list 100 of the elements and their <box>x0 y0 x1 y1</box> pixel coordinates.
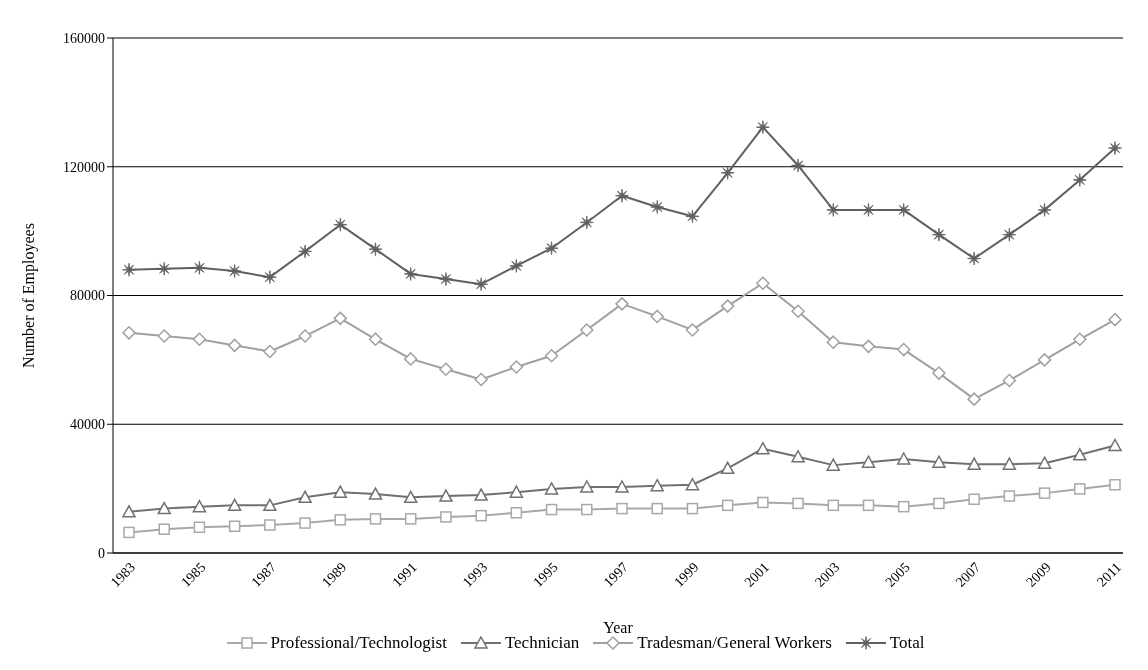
point <box>826 458 841 471</box>
point <box>755 120 770 135</box>
point <box>791 304 805 319</box>
point <box>650 309 664 324</box>
point <box>403 490 418 504</box>
point <box>826 335 841 349</box>
point <box>299 517 311 529</box>
point <box>756 276 770 291</box>
point <box>967 457 981 470</box>
point <box>474 372 488 387</box>
point <box>757 496 769 509</box>
point <box>685 323 700 337</box>
point <box>227 338 242 353</box>
point <box>440 511 452 523</box>
point <box>896 202 911 217</box>
point <box>721 499 734 512</box>
point <box>509 485 524 498</box>
y-tick-label: 80000 <box>70 288 105 304</box>
point <box>368 242 383 257</box>
point <box>1108 141 1122 155</box>
point <box>1108 312 1122 327</box>
point <box>333 485 348 498</box>
point <box>932 227 946 242</box>
point <box>123 526 135 539</box>
point <box>580 323 594 337</box>
point <box>122 262 136 277</box>
point <box>650 478 664 492</box>
y-tick-label: 120000 <box>63 159 105 175</box>
point <box>192 332 207 347</box>
point <box>1038 487 1051 499</box>
point <box>474 488 488 501</box>
point <box>369 513 382 525</box>
point <box>861 455 876 468</box>
point <box>580 480 594 493</box>
point <box>227 264 242 278</box>
point <box>192 260 207 275</box>
point <box>264 519 276 531</box>
point <box>544 482 559 495</box>
point <box>861 202 876 217</box>
point <box>193 521 206 533</box>
point <box>1072 173 1087 187</box>
point <box>544 241 559 256</box>
point <box>227 498 242 512</box>
point <box>615 480 629 493</box>
point <box>967 251 982 266</box>
point <box>368 332 383 347</box>
point <box>1037 456 1052 469</box>
point <box>896 342 911 357</box>
point <box>545 503 558 516</box>
point <box>791 450 805 463</box>
point <box>122 326 136 340</box>
point <box>298 490 312 504</box>
y-tick-label: 40000 <box>70 417 105 433</box>
point <box>968 493 980 505</box>
point <box>1002 227 1017 242</box>
point <box>263 498 277 512</box>
point <box>616 502 628 515</box>
point <box>826 202 841 217</box>
point <box>686 502 699 515</box>
point <box>228 520 241 533</box>
legend-label: Professional/Technologist <box>270 633 447 653</box>
point <box>615 297 629 311</box>
point <box>439 272 453 286</box>
point <box>475 509 487 522</box>
point <box>896 452 911 465</box>
point <box>651 502 663 515</box>
point <box>1074 483 1086 495</box>
point <box>1002 457 1017 470</box>
point <box>720 461 735 475</box>
point <box>1037 202 1052 217</box>
point <box>474 277 489 292</box>
point <box>298 329 312 343</box>
legend-label: Total <box>889 633 925 653</box>
legend-label: Tradesman/General Workers <box>637 633 832 653</box>
point <box>404 513 417 525</box>
point <box>685 478 700 491</box>
point <box>510 507 523 519</box>
point <box>720 299 735 313</box>
point <box>158 523 170 535</box>
point <box>157 501 171 515</box>
point <box>1003 490 1016 502</box>
point <box>792 497 804 510</box>
point <box>932 455 946 468</box>
point <box>827 499 840 512</box>
point <box>298 244 312 259</box>
point <box>862 499 875 512</box>
point <box>333 311 348 326</box>
point <box>544 348 559 363</box>
point <box>403 352 418 366</box>
x-axis-title: Year <box>603 619 634 636</box>
point <box>1108 438 1122 452</box>
point <box>720 165 735 180</box>
point <box>791 158 805 173</box>
point <box>192 499 207 513</box>
point <box>967 392 981 406</box>
point <box>897 500 910 513</box>
point <box>368 487 383 500</box>
point <box>932 366 946 380</box>
point <box>581 503 593 516</box>
point <box>334 514 347 526</box>
